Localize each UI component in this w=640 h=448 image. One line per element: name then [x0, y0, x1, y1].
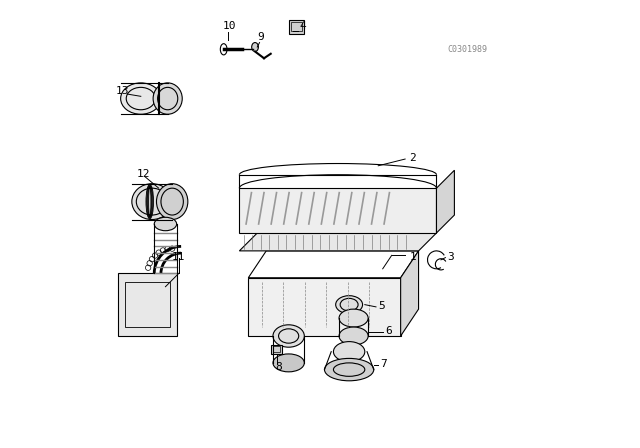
Ellipse shape	[153, 83, 182, 114]
Text: 6: 6	[385, 326, 392, 336]
Bar	[289, 20, 305, 34]
Text: 2: 2	[410, 153, 417, 163]
Ellipse shape	[157, 184, 188, 220]
Bar	[291, 22, 302, 31]
Ellipse shape	[252, 43, 259, 52]
Text: 3: 3	[448, 252, 454, 262]
Text: 12: 12	[136, 169, 150, 179]
Text: 4: 4	[300, 21, 307, 31]
Polygon shape	[239, 233, 436, 251]
Text: 11: 11	[172, 252, 186, 262]
Text: 9: 9	[257, 32, 264, 42]
Bar	[125, 282, 170, 327]
Ellipse shape	[339, 309, 368, 327]
Ellipse shape	[324, 358, 374, 381]
Ellipse shape	[273, 325, 305, 347]
Ellipse shape	[339, 327, 368, 345]
Ellipse shape	[336, 296, 362, 314]
Ellipse shape	[132, 184, 172, 220]
Ellipse shape	[121, 83, 161, 114]
Text: 10: 10	[222, 21, 236, 31]
Polygon shape	[401, 251, 419, 336]
Text: 5: 5	[378, 301, 385, 311]
Bar	[239, 188, 436, 233]
Bar	[271, 345, 282, 354]
Text: 1: 1	[410, 252, 417, 262]
Text: 7: 7	[380, 359, 387, 369]
Polygon shape	[436, 170, 454, 233]
Text: C0301989: C0301989	[448, 45, 488, 54]
Ellipse shape	[273, 354, 305, 372]
Polygon shape	[248, 278, 401, 336]
Text: 13: 13	[116, 86, 130, 96]
Bar	[273, 346, 280, 352]
Text: 8: 8	[275, 362, 282, 371]
Ellipse shape	[333, 342, 365, 362]
Polygon shape	[118, 273, 177, 336]
Ellipse shape	[154, 217, 177, 231]
